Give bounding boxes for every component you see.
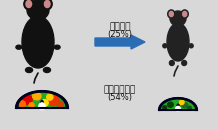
Ellipse shape [177,104,179,111]
Ellipse shape [47,94,53,100]
Ellipse shape [41,99,48,106]
Polygon shape [159,98,197,110]
Ellipse shape [42,0,52,10]
Ellipse shape [167,23,189,61]
Ellipse shape [182,60,187,66]
Text: (25%): (25%) [107,30,133,39]
Ellipse shape [48,95,59,106]
Ellipse shape [41,100,44,109]
Ellipse shape [23,95,32,104]
Ellipse shape [189,44,193,48]
Ellipse shape [27,0,49,20]
Ellipse shape [43,67,51,73]
Ellipse shape [26,1,32,8]
Ellipse shape [22,16,54,68]
Ellipse shape [44,1,50,8]
Ellipse shape [19,101,25,107]
Ellipse shape [168,102,173,107]
Ellipse shape [181,10,188,18]
Ellipse shape [29,103,34,108]
Ellipse shape [168,10,175,18]
Ellipse shape [182,103,188,108]
Ellipse shape [187,106,191,110]
Ellipse shape [169,11,173,17]
Polygon shape [161,99,195,110]
Ellipse shape [24,0,34,10]
Polygon shape [16,91,68,108]
Text: (54%): (54%) [107,93,133,102]
Ellipse shape [39,103,45,110]
Ellipse shape [26,67,32,73]
Text: 체중감소: 체중감소 [109,22,131,31]
Ellipse shape [163,44,167,48]
Ellipse shape [163,106,167,109]
Polygon shape [19,93,65,108]
Ellipse shape [170,11,186,26]
Ellipse shape [179,100,184,105]
Ellipse shape [16,45,22,49]
Ellipse shape [33,92,41,100]
Ellipse shape [57,102,63,108]
Ellipse shape [54,45,60,49]
FancyArrow shape [95,35,145,49]
Ellipse shape [176,106,180,111]
Ellipse shape [169,60,174,66]
Text: 복부지방감소: 복부지방감소 [104,85,136,94]
Ellipse shape [175,106,178,109]
Ellipse shape [183,11,187,17]
